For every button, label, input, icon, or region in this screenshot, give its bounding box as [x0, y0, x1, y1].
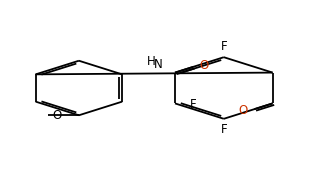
Text: O: O — [239, 104, 248, 117]
Text: O: O — [200, 59, 209, 72]
Text: N: N — [154, 58, 163, 71]
Text: F: F — [221, 40, 227, 53]
Text: H: H — [147, 55, 155, 68]
Text: F: F — [221, 123, 227, 136]
Text: F: F — [190, 98, 197, 111]
Text: O: O — [53, 109, 62, 122]
